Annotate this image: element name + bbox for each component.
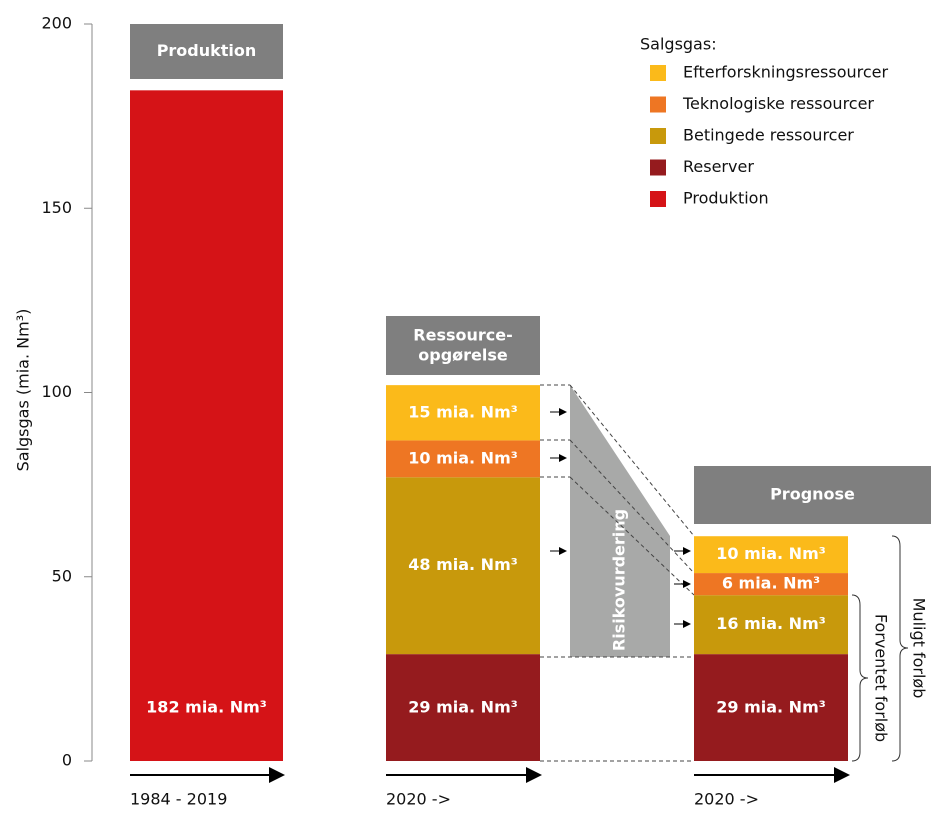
x-tick-label: 2020 -> — [386, 790, 451, 809]
value-label: 29 mia. Nm³ — [408, 698, 518, 717]
legend-label: Teknologiske ressourcer — [682, 94, 874, 113]
value-label: 182 mia. Nm³ — [146, 698, 267, 717]
column-header-box — [694, 466, 931, 524]
value-label: 15 mia. Nm³ — [408, 402, 518, 421]
risk-box — [570, 385, 670, 657]
value-label: 16 mia. Nm³ — [716, 614, 826, 633]
legend-label: Betingede ressourcer — [683, 126, 854, 145]
legend-swatch — [650, 128, 666, 144]
bar-segment — [130, 90, 283, 761]
legend-label: Efterforskningsressourcer — [683, 63, 889, 82]
y-tick-label: 200 — [41, 14, 72, 33]
legend-swatch — [650, 191, 666, 207]
column-header: Produktion — [157, 41, 257, 60]
small-arrows — [550, 408, 691, 628]
value-label: 29 mia. Nm³ — [716, 698, 826, 717]
bar-segment — [386, 385, 540, 441]
legend-swatch — [650, 65, 666, 81]
legend-swatch — [650, 159, 666, 176]
column-header-box — [130, 24, 283, 79]
value-label: 48 mia. Nm³ — [408, 555, 518, 574]
bar-segment — [386, 440, 540, 478]
annotation: Muligt forløb — [910, 598, 929, 699]
legend-label: Reserver — [683, 157, 754, 176]
column-header: Ressource-opgørelse — [413, 325, 512, 364]
column-header-box — [386, 316, 540, 375]
y-tick-label: 100 — [41, 382, 72, 401]
y-tick-label: 0 — [62, 751, 72, 770]
value-label: 6 mia. Nm³ — [722, 574, 820, 593]
brackets — [851, 535, 909, 762]
annotation: Forventet forløb — [872, 614, 891, 742]
column-header: Prognose — [770, 485, 855, 504]
bar-segment — [386, 477, 540, 655]
bar-segment — [694, 654, 848, 761]
y-tick-label: 150 — [41, 198, 72, 217]
bar-segment — [694, 595, 848, 655]
y-axis-label: Salgsgas (mia. Nm³) — [14, 309, 33, 472]
legend-title: Salgsgas: — [640, 35, 717, 54]
bar-segment — [694, 573, 848, 596]
value-label: 10 mia. Nm³ — [408, 448, 518, 467]
risk-label: Risikovurdering — [610, 509, 629, 651]
bar-segment — [386, 654, 540, 761]
x-tick-label: 1984 - 2019 — [130, 790, 227, 809]
legend-label: Produktion — [683, 189, 769, 208]
dashed-links — [540, 384, 695, 762]
value-label: 10 mia. Nm³ — [716, 544, 826, 563]
bar-segment — [694, 536, 848, 574]
legend-swatch — [650, 96, 666, 113]
y-tick-label: 50 — [52, 566, 72, 585]
x-tick-label: 2020 -> — [694, 790, 759, 809]
